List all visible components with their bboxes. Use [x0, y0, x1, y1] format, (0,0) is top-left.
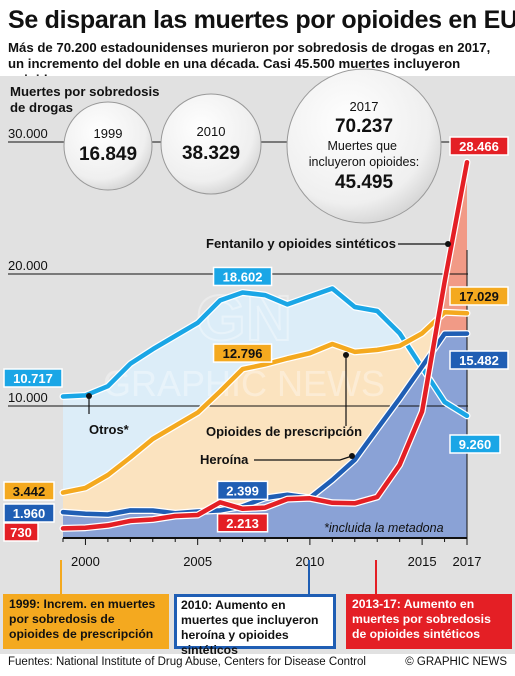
line-prescripcion	[60, 310, 470, 495]
value-label-box	[3, 368, 63, 388]
callout-2017: 2017 70.237 Muertes que incluyeron opioi…	[286, 68, 442, 224]
note-1999: 1999: Increm. en muertes por sobredosis …	[3, 594, 169, 649]
y-axis-label-line1: Muertes por sobredosis	[10, 84, 160, 99]
y-tick-label: 30.000	[8, 126, 48, 141]
callout-2017-bubble	[286, 68, 442, 224]
value-label: 1.960	[13, 506, 46, 521]
heroina-leader	[254, 455, 353, 461]
value-label: 2.213	[226, 516, 259, 531]
callout-2010: 2010 38.329	[160, 93, 262, 195]
value-label: 17.029	[459, 289, 499, 304]
value-label-box	[212, 343, 273, 363]
line-fentanilo	[60, 159, 470, 531]
metadona-note: *incluida la metadona	[324, 521, 444, 535]
value-label: 3.442	[13, 484, 46, 499]
fentanyl-dot	[445, 241, 451, 247]
callout-1999: 1999 16.849	[63, 101, 153, 191]
heroina-annotation: Heroína	[200, 452, 249, 467]
callout-2010-value: 38.329	[182, 143, 240, 164]
series-lines	[59, 158, 471, 532]
value-label: 10.717	[13, 371, 53, 386]
callout-2010-year: 2010	[197, 124, 226, 139]
x-axis: 2000 2005 2010 2015 2017	[62, 537, 482, 569]
leader-dots	[86, 241, 451, 459]
callout-2017-year: 2017	[350, 99, 379, 114]
heroina-dot	[349, 453, 355, 459]
callout-1999-year: 1999	[94, 126, 123, 141]
leader-lines	[60, 243, 448, 594]
line-otros	[60, 286, 470, 419]
value-label: 15.482	[459, 353, 499, 368]
callout-2017-sub-text-2: incluyeron opioides:	[309, 155, 420, 169]
value-label-box	[449, 350, 509, 370]
x-tick-label: 2005	[183, 554, 212, 569]
callout-2017-value: 70.237	[335, 116, 393, 137]
value-label-box	[212, 266, 273, 287]
y-tick-label: 10.000	[8, 390, 48, 405]
value-label-box	[3, 522, 39, 542]
page-subtitle: Más de 70.200 estadounidenses murieron p…	[8, 40, 491, 87]
callout-2017-sub: Muertes que incluyeron opioides:	[309, 139, 420, 169]
area-heroina	[63, 333, 467, 538]
footer-source: Fuentes: National Institute of Drug Abus…	[8, 656, 366, 668]
callout-2017-sub-text: Muertes que	[328, 139, 398, 153]
value-label-box	[216, 480, 269, 501]
footer-credit: © GRAPHIC NEWS	[405, 656, 507, 668]
y-tick-labels: 10.000 20.000 30.000	[8, 126, 48, 405]
value-label: 28.466	[459, 139, 499, 154]
callout-2017-sub-value: 45.495	[335, 172, 394, 193]
y-axis-label-line2: de drogas	[10, 100, 73, 115]
fentanyl-annotation: Fentanilo y opioides sintéticos	[206, 236, 396, 251]
callout-2010-bubble	[160, 93, 262, 195]
value-label-box	[3, 503, 55, 523]
value-label-box	[216, 513, 269, 533]
value-label-box	[449, 434, 501, 454]
x-tick-label: 2015	[408, 554, 437, 569]
prescripcion-annotation: Opioides de prescripción	[206, 424, 362, 439]
value-label-box	[449, 136, 509, 156]
otros-dot	[86, 393, 92, 399]
value-label: 9.260	[459, 437, 492, 452]
value-labels: 10.717 18.602 9.260 3.442 12.796 17.029 1.960 2…	[3, 136, 509, 542]
otros-annotation: Otros*	[89, 422, 130, 437]
value-label: 730	[10, 525, 32, 540]
value-label: 18.602	[223, 269, 263, 284]
note-2010: 2010: Aumento en muertes que incluyeron …	[174, 594, 336, 657]
note-2013: 2013-17: Aumento en muertes por sobredos…	[346, 594, 512, 649]
value-label: 12.796	[223, 346, 263, 361]
page-title: Se disparan las muertes por opioides en …	[8, 6, 515, 34]
x-tick-label: 2000	[71, 554, 100, 569]
x-tick-label: 2017	[453, 554, 482, 569]
prescripcion-dot	[343, 352, 349, 358]
value-label-box	[3, 481, 55, 501]
callout-1999-value: 16.849	[79, 144, 137, 165]
value-label-box	[449, 286, 509, 306]
value-label: 2.399	[226, 483, 259, 498]
callout-1999-bubble	[63, 101, 153, 191]
y-tick-label: 20.000	[8, 258, 48, 273]
